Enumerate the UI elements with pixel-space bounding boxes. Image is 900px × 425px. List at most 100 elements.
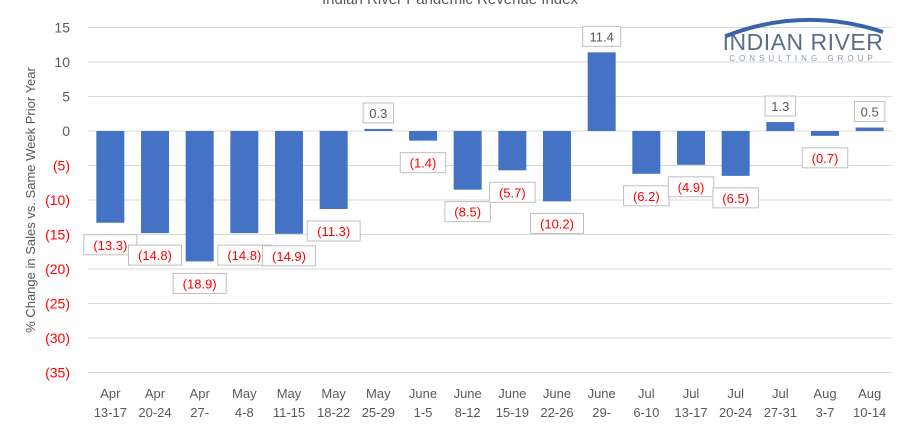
- y-tick-label: (25): [45, 296, 70, 312]
- x-tick-label-days: 22-26: [540, 405, 573, 420]
- data-label: (8.5): [454, 205, 481, 220]
- x-tick-label-days: 27-: [190, 405, 209, 420]
- data-label: (14.9): [272, 249, 306, 264]
- bar: [141, 131, 169, 234]
- bar: [677, 131, 705, 165]
- y-tick-label: 10: [54, 54, 70, 70]
- data-label: (10.2): [540, 216, 574, 231]
- x-tick-label-month: Jul: [772, 386, 789, 401]
- data-label: (14.8): [227, 248, 261, 263]
- bar: [811, 131, 839, 136]
- y-tick-label: (15): [45, 227, 70, 243]
- data-label: (5.7): [499, 185, 526, 200]
- data-label-box: [801, 147, 849, 169]
- data-label: (14.8): [138, 248, 172, 263]
- data-label: 11.4: [589, 29, 613, 44]
- data-label: (4.9): [678, 180, 705, 195]
- data-label: (13.3): [93, 238, 127, 253]
- y-tick-label: (30): [45, 330, 70, 346]
- y-tick-label: 5: [62, 89, 70, 105]
- x-tick-label-month: Apr: [100, 386, 121, 401]
- data-label-box: [764, 95, 797, 117]
- bar: [96, 131, 125, 223]
- bar: [543, 131, 571, 202]
- data-label-box: [128, 244, 182, 266]
- x-tick-label-month: Jul: [727, 386, 744, 401]
- data-label-box: [362, 102, 395, 124]
- x-tick-label-days: 13-17: [674, 405, 707, 420]
- y-tick-label: (20): [45, 261, 70, 277]
- bar: [855, 127, 884, 131]
- data-label-box: [712, 187, 759, 209]
- bar: [230, 131, 259, 234]
- x-tick-label-days: 11-15: [273, 405, 305, 420]
- data-label: (6.5): [722, 191, 749, 206]
- data-label-box: [582, 25, 622, 47]
- x-tick-label-month: Jul: [638, 386, 655, 401]
- bar: [721, 131, 750, 176]
- company-logo: INDIAN RIVER CONSULTING GROUP: [718, 14, 888, 63]
- x-tick-label-month: June: [543, 386, 571, 401]
- data-label: (0.7): [812, 151, 839, 166]
- bar: [185, 131, 214, 262]
- x-tick-label-days: 6-10: [633, 405, 659, 420]
- x-tick-label-days: 8-12: [455, 405, 481, 420]
- data-label-box: [306, 220, 361, 242]
- x-tick-label-days: 15-19: [496, 405, 529, 420]
- data-label: (6.2): [633, 189, 660, 204]
- x-tick-label-days: 20-24: [138, 405, 171, 420]
- x-tick-label-month: Apr: [190, 386, 211, 401]
- x-tick-label-days: 27-31: [764, 405, 797, 420]
- x-tick-label-days: 20-24: [719, 405, 752, 420]
- y-tick-label: (5): [53, 158, 70, 174]
- x-tick-label-month: May: [366, 386, 391, 401]
- x-tick-label-month: Jul: [683, 386, 700, 401]
- y-tick-label: 15: [54, 20, 70, 36]
- data-label: (1.4): [410, 156, 437, 171]
- logo-line1: INDIAN RIVER: [722, 29, 884, 55]
- bar: [319, 131, 348, 209]
- data-label-box: [262, 245, 316, 267]
- x-tick-label-days: 10-14: [853, 405, 886, 420]
- bar: [632, 131, 661, 174]
- logo-arc-icon: [725, 17, 884, 38]
- x-tick-label-month: May: [277, 386, 302, 401]
- x-tick-label-days: 29-: [592, 405, 611, 420]
- y-tick-label: (10): [45, 192, 70, 208]
- x-tick-label-month: June: [588, 386, 616, 401]
- data-label: 1.3: [771, 99, 789, 114]
- data-label-box: [489, 181, 536, 203]
- data-label: 0.5: [861, 105, 879, 120]
- data-label-box: [667, 176, 715, 198]
- data-label-box: [399, 152, 447, 174]
- y-tick-label: 0: [62, 123, 70, 139]
- chart-title: Indian River Pandemic Revenue Index: [322, 0, 578, 8]
- x-tick-label-month: May: [232, 386, 257, 401]
- x-tick-label-month: June: [409, 386, 437, 401]
- x-tick-label-days: 18-22: [317, 405, 350, 420]
- bar: [275, 131, 303, 234]
- x-tick-label-month: June: [498, 386, 526, 401]
- x-tick-label-month: May: [321, 386, 346, 401]
- x-tick-label-month: Aug: [813, 386, 836, 401]
- bar: [409, 131, 437, 141]
- data-label: 0.3: [369, 106, 387, 121]
- data-label-box: [853, 101, 886, 123]
- bar: [766, 122, 795, 131]
- x-tick-label-days: 13-17: [94, 405, 127, 420]
- data-label-box: [172, 272, 227, 294]
- data-label: (18.9): [183, 276, 217, 291]
- x-tick-label-days: 25-29: [362, 405, 395, 420]
- bar: [498, 131, 527, 171]
- y-axis-label: % Change in Sales vs. Same Week Prior Ye…: [23, 66, 38, 332]
- bar: [364, 128, 393, 131]
- data-label: (11.3): [317, 224, 350, 239]
- data-label-box: [444, 201, 491, 223]
- bar: [587, 52, 616, 132]
- x-tick-label-days: 4-8: [235, 405, 254, 420]
- x-tick-label-days: 1-5: [414, 405, 433, 420]
- logo-line2: CONSULTING GROUP: [729, 54, 877, 63]
- bar: [453, 131, 482, 190]
